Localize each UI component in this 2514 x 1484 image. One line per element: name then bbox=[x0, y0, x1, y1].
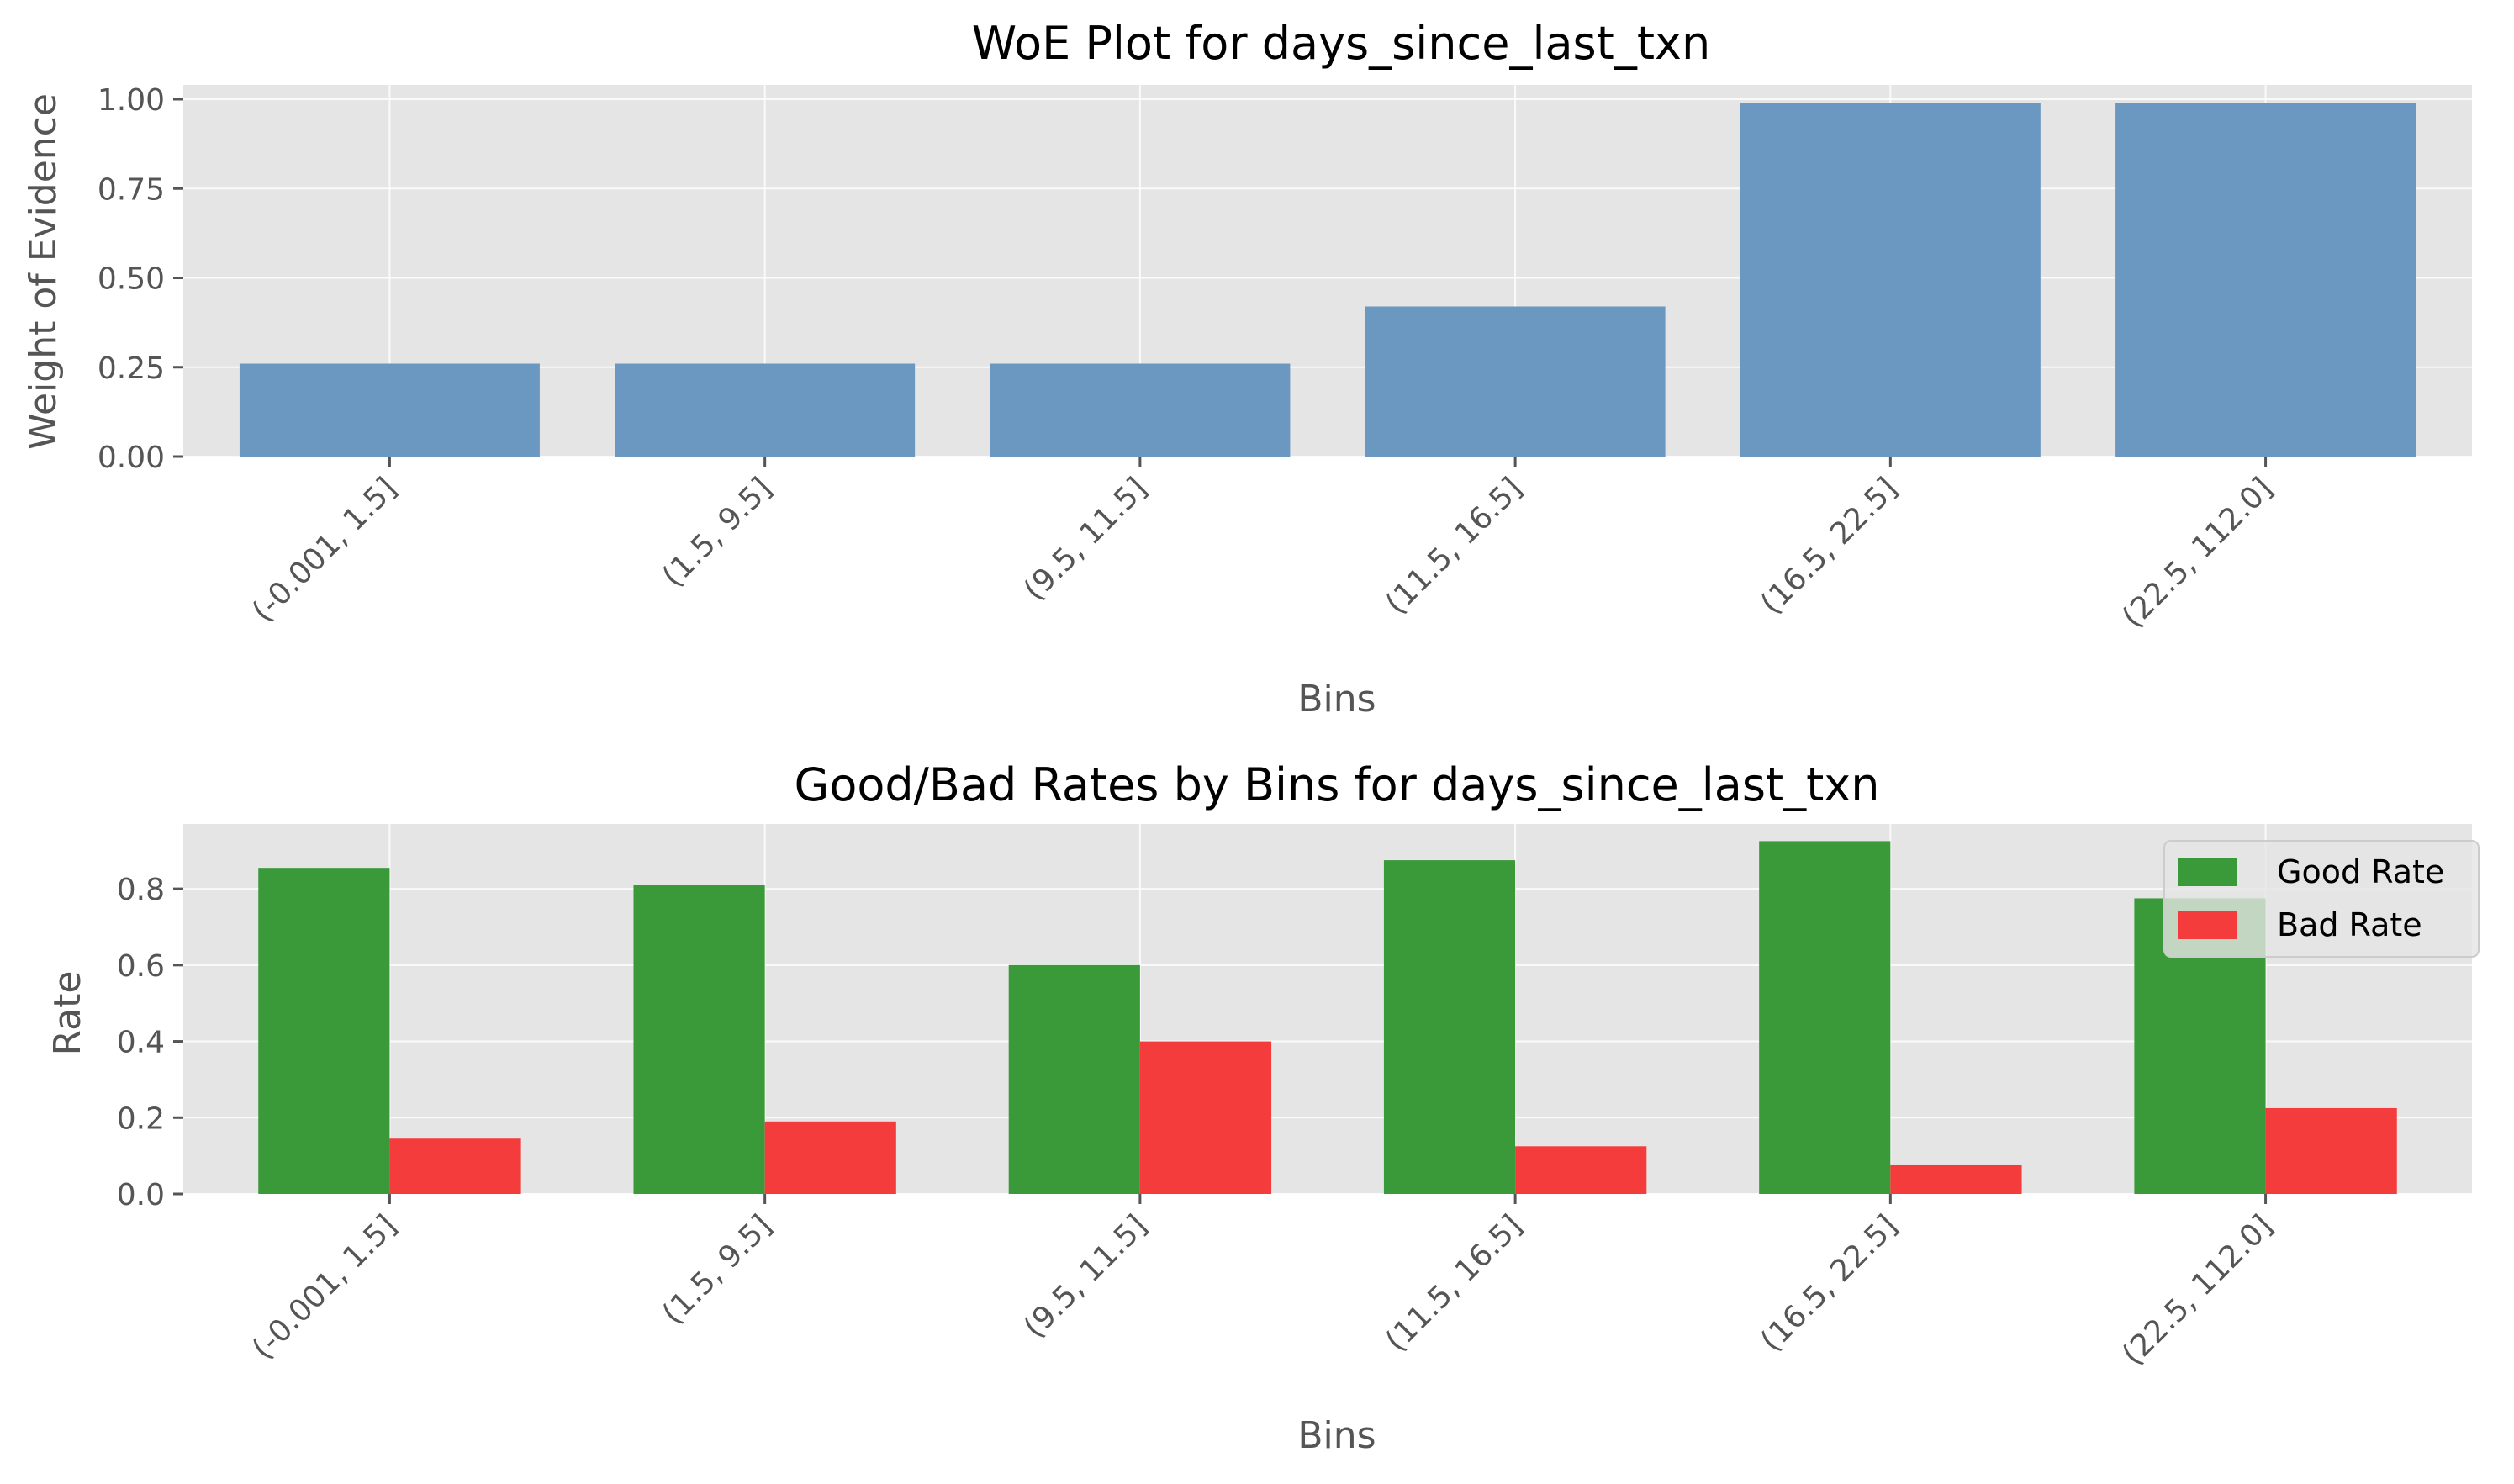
legend-swatch-good-rate bbox=[2178, 858, 2237, 886]
y-tick-label: 0.50 bbox=[98, 262, 165, 297]
woe-bar bbox=[239, 363, 540, 457]
good-rate-bar bbox=[1759, 841, 1891, 1194]
y-tick-label: 0.75 bbox=[98, 172, 165, 207]
bad-rate-bar bbox=[389, 1138, 521, 1194]
rates-y-ticks: 0.0 0.2 0.4 0.6 0.8 bbox=[117, 873, 183, 1212]
woe-bar bbox=[615, 363, 916, 457]
y-tick-label: 0.0 bbox=[117, 1178, 165, 1212]
bad-rate-bar bbox=[1890, 1164, 2022, 1194]
legend-label-good-rate: Good Rate bbox=[2277, 853, 2444, 890]
y-tick-label: 1.00 bbox=[98, 83, 165, 118]
rates-gridlines bbox=[183, 824, 2472, 1195]
rates-y-axis-label: Rate bbox=[46, 971, 89, 1056]
bad-rate-bar bbox=[764, 1121, 896, 1194]
bad-rate-bar bbox=[2265, 1107, 2397, 1194]
woe-chart-title: WoE Plot for days_since_last_txn bbox=[972, 17, 1710, 70]
good-rate-bar bbox=[1383, 860, 1516, 1194]
woe-bars bbox=[239, 103, 2416, 457]
woe-bar bbox=[1740, 103, 2041, 457]
bad-rate-bar bbox=[1139, 1041, 1272, 1194]
y-tick-label: 0.25 bbox=[98, 351, 165, 386]
rates-x-axis-label: Bins bbox=[1297, 1414, 1376, 1457]
good-rate-bar bbox=[633, 885, 765, 1194]
woe-y-axis-label: Weight of Evidence bbox=[22, 93, 65, 450]
legend-label-bad-rate: Bad Rate bbox=[2277, 906, 2422, 943]
good-rate-bar bbox=[258, 868, 390, 1194]
woe-y-ticks: 0.00 0.25 0.50 0.75 1.00 bbox=[98, 83, 183, 475]
y-tick-label: 0.4 bbox=[117, 1026, 165, 1060]
y-tick-label: 0.8 bbox=[117, 873, 165, 907]
woe-bar bbox=[1365, 306, 1666, 457]
woe-x-axis-label: Bins bbox=[1297, 678, 1376, 721]
bad-rate-bar bbox=[1515, 1146, 1647, 1194]
y-tick-label: 0.2 bbox=[117, 1101, 165, 1136]
rates-chart-title: Good/Bad Rates by Bins for days_since_la… bbox=[795, 758, 1880, 811]
y-tick-label: 0.6 bbox=[117, 949, 165, 984]
legend-frame bbox=[2163, 840, 2480, 958]
woe-bar bbox=[2115, 103, 2416, 457]
y-tick-label: 0.00 bbox=[98, 441, 165, 475]
rates-plot-area bbox=[183, 824, 2472, 1194]
woe-plot-area bbox=[183, 85, 2472, 457]
woe-bar bbox=[990, 363, 1291, 457]
legend-swatch-bad-rate bbox=[2178, 911, 2237, 939]
rates-legend: Good Rate Bad Rate bbox=[2163, 840, 2480, 958]
good-rate-bar bbox=[1008, 964, 1140, 1194]
